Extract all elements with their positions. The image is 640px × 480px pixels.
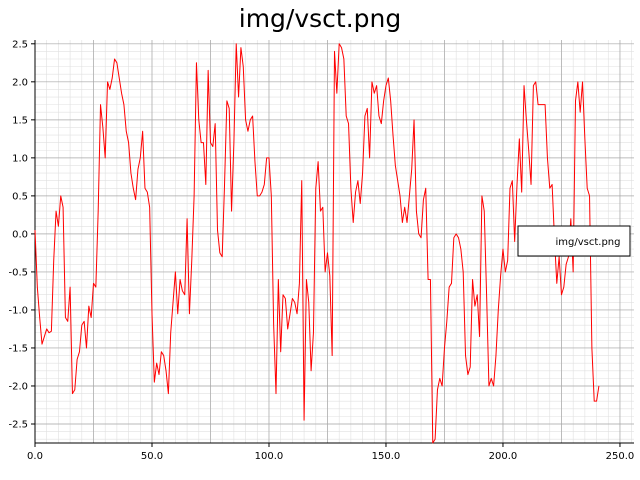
series-line — [34, 43, 600, 444]
x-tick-label: 200.0 — [489, 451, 518, 462]
y-tick-label: 0.5 — [12, 191, 28, 202]
y-tick-label: -2.5 — [8, 419, 28, 430]
y-tick-label: 2.5 — [12, 39, 28, 50]
x-tick-label: 100.0 — [255, 451, 284, 462]
y-tick-label: 1.5 — [12, 115, 28, 126]
y-tick-label: -2.0 — [8, 381, 28, 392]
legend: img/vsct.png — [517, 225, 631, 257]
y-tick-label: -1.0 — [8, 305, 28, 316]
x-tick-label: 0.0 — [27, 451, 43, 462]
x-tick-label: 50.0 — [141, 451, 163, 462]
series-group — [34, 43, 600, 444]
legend-label: img/vsct.png — [556, 237, 621, 248]
y-axis-ticks: 2.5 2.0 1.5 1.0 0.5 0.0 -0.5 -1.0 -1.5 -2.0 -2.5 — [8, 39, 35, 430]
y-tick-label: 1.0 — [12, 153, 28, 164]
y-tick-label: 2.0 — [12, 77, 28, 88]
x-axis-ticks: 0.0 50.0 100.0 150.0 200.0 250.0 — [27, 443, 634, 462]
x-tick-label: 250.0 — [606, 451, 635, 462]
chart-title: img/vsct.png — [238, 4, 402, 33]
x-tick-label: 150.0 — [372, 451, 401, 462]
major-grid — [34, 40, 634, 443]
legend-box — [517, 225, 631, 257]
y-tick-label: -0.5 — [8, 267, 28, 278]
y-tick-label: 0.0 — [12, 229, 28, 240]
y-tick-label: -1.5 — [8, 343, 28, 354]
